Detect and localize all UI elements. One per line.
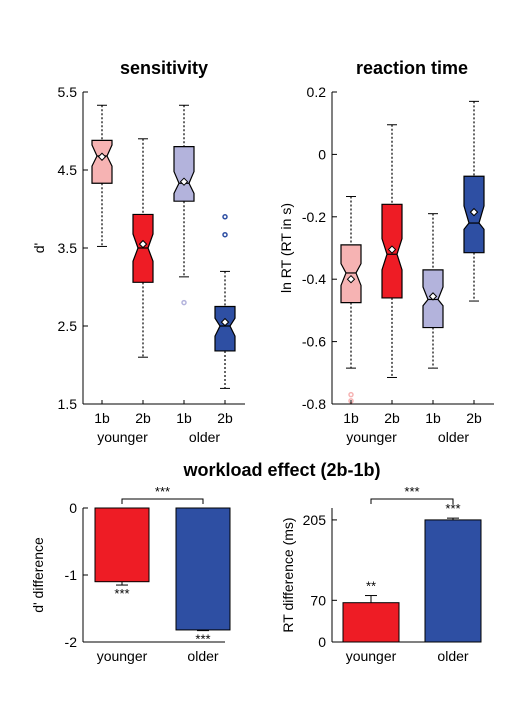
- reaction-time-boxplot-panel: reaction time ln RT (RT in s) -0.8 -0.6 -0.4…: [278, 58, 494, 445]
- y-axis-label: RT difference (ms): [280, 517, 296, 632]
- group-label: older: [438, 429, 469, 445]
- x-tick-label: 2b: [217, 410, 233, 426]
- outlier-point: [348, 391, 354, 398]
- chart-title: sensitivity: [120, 58, 208, 78]
- y-tick-label: 3.5: [58, 240, 78, 256]
- x-tick-label: 2b: [384, 410, 400, 426]
- y-tick-label: -2: [65, 634, 78, 650]
- y-tick-label: 0: [318, 146, 326, 162]
- significance-stars: ***: [195, 632, 210, 647]
- y-tick-label: -0.4: [302, 271, 326, 287]
- notched-box: [173, 146, 195, 202]
- outlier-point: [181, 299, 187, 306]
- group-label: younger: [346, 429, 397, 445]
- outlier-point: [222, 231, 228, 238]
- comparison-stars: ***: [155, 484, 170, 499]
- y-tick-label: 70: [310, 592, 326, 608]
- y-tick-label: 0.2: [307, 84, 327, 100]
- significance-stars: **: [366, 579, 376, 594]
- mean-marker: [346, 274, 356, 284]
- notched-box: [91, 139, 113, 184]
- x-tick-label: 2b: [466, 410, 482, 426]
- y-axis-label: d': [31, 243, 47, 253]
- d-prime-difference-bar-panel: d' difference-2-10***younger***older***: [30, 484, 231, 664]
- x-tick-label: 2b: [135, 410, 151, 426]
- significance-stars: ***: [445, 501, 460, 516]
- y-axis-label: ln RT (RT in s): [278, 203, 294, 293]
- y-tick-label: 0: [69, 500, 77, 516]
- bar: [175, 507, 231, 631]
- x-tick-label: 1b: [94, 410, 110, 426]
- y-tick-label: 2.5: [58, 318, 78, 334]
- y-tick-label: 205: [303, 512, 327, 528]
- x-tick-label: 1b: [343, 410, 359, 426]
- y-tick-label: -0.6: [302, 334, 326, 350]
- mean-marker: [220, 317, 230, 327]
- comparison-stars: ***: [404, 484, 419, 499]
- rt-difference-bar-panel: RT difference (ms) 0 70 205 ** younger *** olde…: [280, 484, 482, 664]
- notched-box: [340, 244, 362, 304]
- group-label: younger: [97, 429, 148, 445]
- mean-marker: [97, 152, 107, 161]
- y-tick-label: 5.5: [58, 84, 78, 100]
- outlier-point: [222, 214, 228, 220]
- x-tick-label: 1b: [425, 410, 441, 426]
- y-tick-label: -0.2: [302, 209, 326, 225]
- y-tick-label: 1.5: [58, 396, 78, 412]
- mean-marker: [179, 177, 189, 186]
- y-tick-label: -0.8: [302, 396, 326, 412]
- chart-title: reaction time: [356, 58, 468, 78]
- y-tick-label: 4.5: [58, 162, 78, 178]
- mean-marker: [138, 239, 148, 249]
- group-label: older: [189, 429, 220, 445]
- sensitivity-boxplot-panel: sensitivity d' 1.5 2.5 3.5 4.5 5.5 1b 2b 1b 2b youn…: [31, 58, 245, 445]
- mean-marker: [469, 207, 479, 217]
- bar: [424, 519, 482, 643]
- mean-marker: [428, 292, 438, 301]
- notched-box: [214, 305, 236, 352]
- bar: [342, 602, 400, 643]
- workload-effect-title: workload effect (2b-1b): [182, 460, 380, 480]
- x-tick-label: younger: [97, 648, 148, 664]
- y-axis-label: d' difference: [30, 537, 46, 613]
- comparison-bracket: [121, 498, 204, 504]
- x-tick-label: 1b: [176, 410, 192, 426]
- x-tick-label: older: [187, 648, 218, 664]
- mean-marker: [387, 245, 397, 254]
- y-tick-label: 0: [318, 634, 326, 650]
- bar: [94, 507, 150, 583]
- y-tick-label: -1: [65, 567, 78, 583]
- significance-stars: ***: [114, 586, 129, 601]
- comparison-bracket: [370, 498, 454, 504]
- x-tick-label: older: [437, 648, 468, 664]
- x-tick-label: younger: [346, 648, 397, 664]
